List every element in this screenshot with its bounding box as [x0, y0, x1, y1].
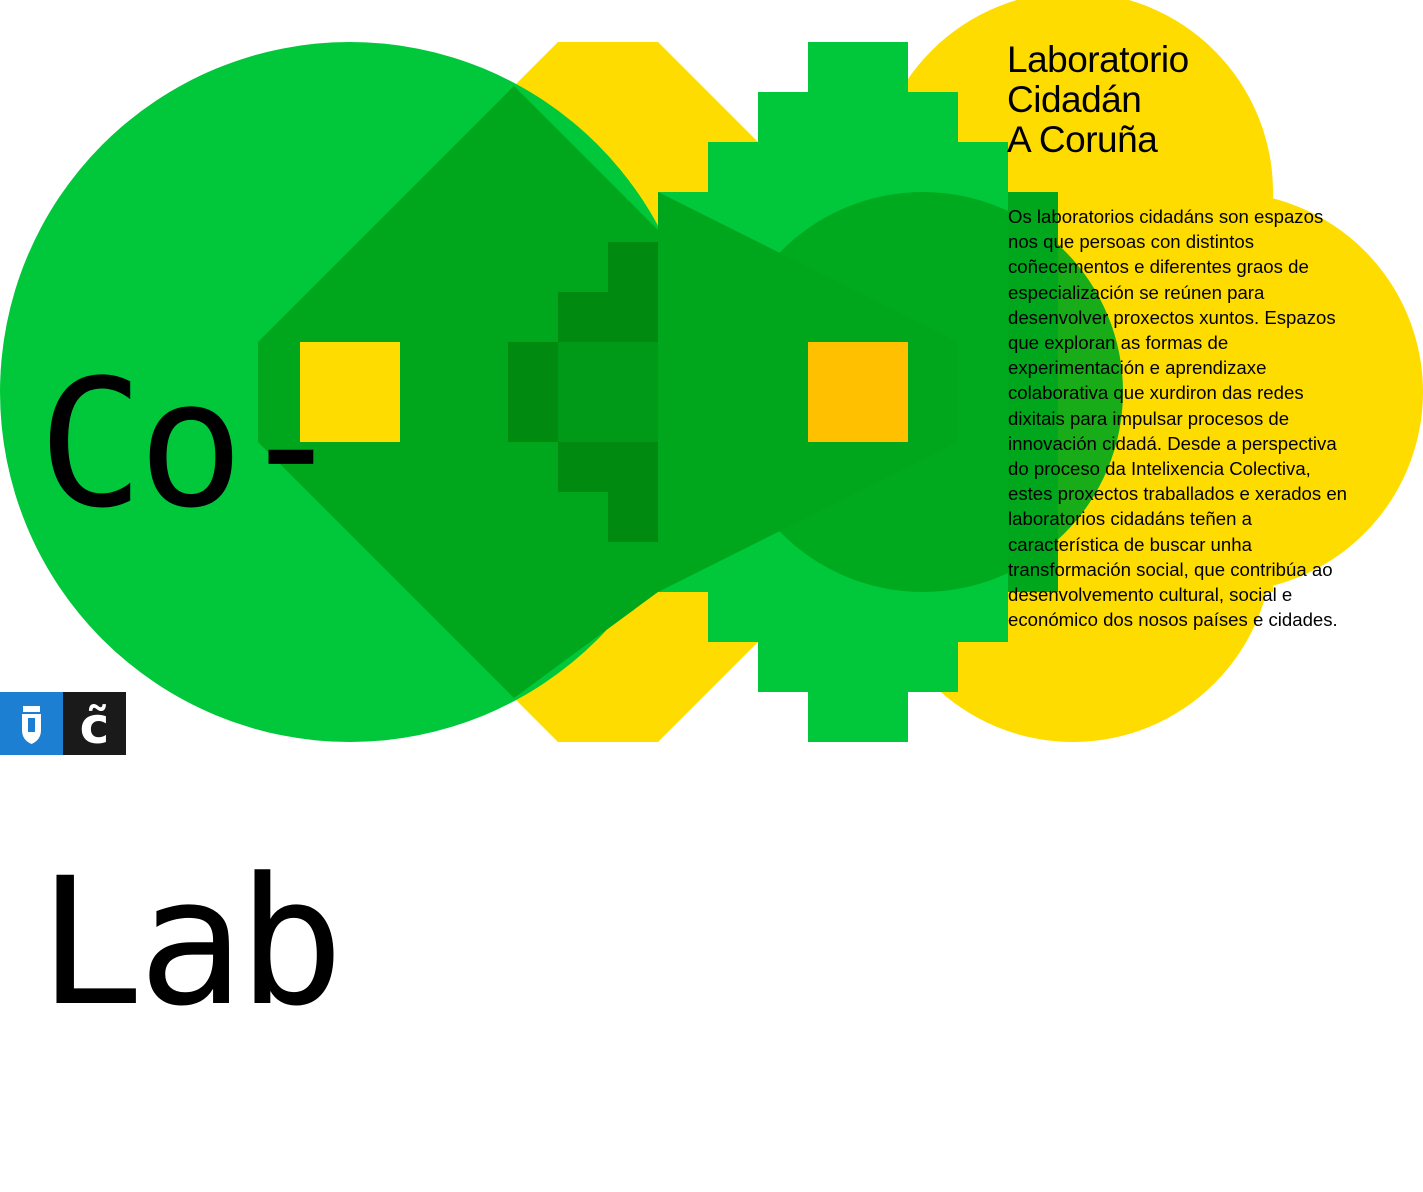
brand-mark-badge: c̃: [63, 692, 126, 755]
title-line-2: Cidadán: [1007, 79, 1142, 120]
orange-square: [808, 342, 908, 442]
description-paragraph: Os laboratorios cidadáns son espazos nos…: [1008, 206, 1348, 631]
background-artwork: [0, 0, 1423, 742]
title-line-3: A Coruña: [1007, 119, 1158, 160]
logo-line-2: Lab: [38, 840, 344, 1045]
coat-of-arms-icon: [22, 706, 41, 744]
overlap-flower: [1008, 192, 1058, 592]
page-title: Laboratorio Cidadán A Coruña: [1007, 40, 1189, 160]
yellow-square: [300, 342, 400, 442]
co-lab-logo: Co- Lab: [38, 30, 344, 1192]
title-line-1: Laboratorio: [1007, 39, 1189, 80]
city-crest-badge: [0, 692, 63, 755]
logo-line-1: Co-: [38, 342, 344, 547]
overlap-left: [258, 86, 658, 698]
center-square: [558, 342, 658, 442]
